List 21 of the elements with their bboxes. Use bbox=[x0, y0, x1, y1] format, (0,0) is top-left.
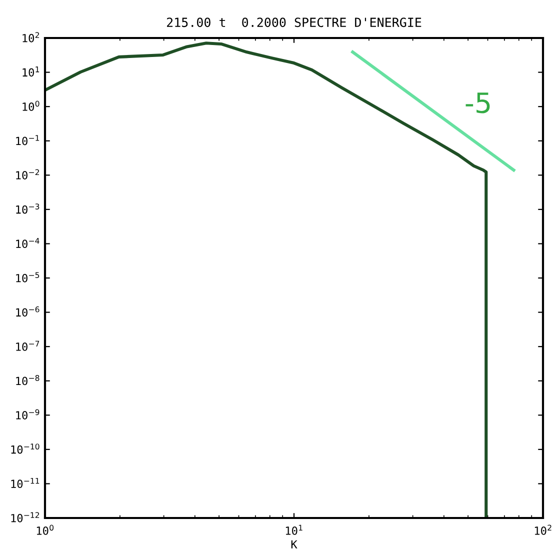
x-tick-label: 10$^{2}$ bbox=[534, 524, 552, 535]
y-tick-label: 10$^{2}$ bbox=[22, 32, 40, 42]
x-tick-label: 10$^{0}$ bbox=[36, 524, 54, 535]
x-axis-title: K bbox=[291, 540, 298, 548]
annotation: -5 bbox=[466, 92, 490, 114]
y-tick-label: 10$^{1}$ bbox=[22, 66, 40, 77]
y-tick-label: 10$^{−5}$ bbox=[16, 272, 40, 282]
y-tick-label: 10$^{−11}$ bbox=[11, 478, 40, 488]
y-tick-label: 10$^{−2}$ bbox=[16, 169, 39, 180]
y-tick-label: 10$^{0}$ bbox=[22, 100, 40, 111]
x-tick-label: 10$^{1}$ bbox=[286, 524, 302, 535]
chart-title: 215.00 t 0.2000 SPECTRE D'ENERGIE bbox=[166, 18, 422, 28]
y-tick-label: 10$^{−8}$ bbox=[16, 374, 40, 386]
y-tick-label: 10$^{−4}$ bbox=[16, 238, 40, 248]
y-tick-label: 10$^{−9}$ bbox=[16, 409, 40, 420]
y-tick-label: 10$^{−3}$ bbox=[16, 204, 40, 214]
y-tick-label: 10$^{−7}$ bbox=[16, 340, 40, 351]
y-tick-label: 10$^{−1}$ bbox=[16, 135, 40, 146]
y-tick-label: 10$^{−6}$ bbox=[16, 306, 40, 317]
y-tick-label: 10$^{−10}$ bbox=[11, 444, 40, 454]
y-tick-label: 10$^{−12}$ bbox=[11, 512, 40, 522]
